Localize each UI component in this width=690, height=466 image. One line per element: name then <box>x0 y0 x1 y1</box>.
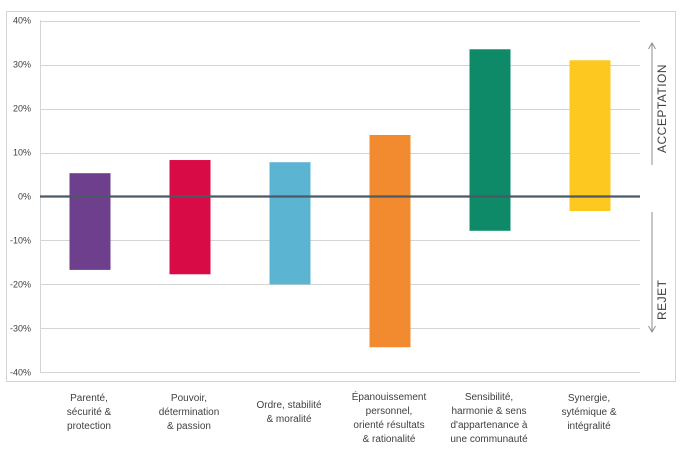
gridlines <box>40 21 640 373</box>
category-label: Ordre, stabilité & moralité <box>239 399 339 427</box>
category-label-line: orienté résultats <box>353 420 425 431</box>
category-label-line: d'appartenance à <box>450 420 528 431</box>
bars <box>69 49 611 348</box>
category-label-line: personnel, <box>365 406 413 417</box>
rejet-arrowhead-icon <box>648 325 656 333</box>
category-label: Parenté, sécurité & protection <box>39 392 139 434</box>
y-tick-label: 10% <box>13 148 31 158</box>
bar-4 <box>369 134 411 348</box>
y-tick-label: 30% <box>13 60 31 70</box>
bar-2 <box>169 160 211 275</box>
y-tick-label: 20% <box>13 104 31 114</box>
category-label-line: Synergie, <box>567 393 611 404</box>
category-label-line: & passion <box>167 421 211 432</box>
rejet-label: REJET <box>655 279 669 320</box>
category-label-line: sécurité & <box>66 407 112 418</box>
category-label-line: harmonie & sens <box>451 406 527 417</box>
category-label-line: sytémique & <box>561 407 617 418</box>
category-label-line: Pouvoir, <box>170 393 208 404</box>
bar-6 <box>569 60 611 212</box>
category-label-line: Épanouissement <box>351 392 427 403</box>
category-label-line: une communauté <box>450 434 528 445</box>
category-label: Pouvoir, détermination & passion <box>139 392 239 434</box>
category-label-line: Sensibilité, <box>464 392 514 403</box>
y-tick-label: -10% <box>10 235 31 245</box>
category-label-line: & moralité <box>266 414 312 425</box>
y-tick-label: -20% <box>10 279 31 289</box>
acceptation-annotation: ACCEPTATION <box>648 42 669 165</box>
bar-1 <box>69 173 111 270</box>
y-tick-labels: 40% 30% 20% 10% 0% -10% -20% -30% -40% <box>10 16 31 378</box>
category-label-line: Parenté, <box>70 393 108 404</box>
category-label-line: intégralité <box>567 421 611 432</box>
category-label-line: Ordre, stabilité <box>256 400 322 411</box>
category-label-line: détermination <box>158 407 220 418</box>
category-label: Sensibilité, harmonie & sens d'appartenanc… <box>439 391 539 447</box>
y-tick-label: -30% <box>10 323 31 333</box>
chart-border <box>6 11 676 382</box>
category-label-line: & rationalité <box>362 434 416 445</box>
category-label: Épanouissement personnel, orienté résultat… <box>339 391 439 447</box>
rejet-annotation: REJET <box>648 212 669 333</box>
bar-3 <box>269 162 311 285</box>
category-label: Synergie, sytémique & intégralité <box>539 392 639 434</box>
y-tick-label: 0% <box>18 192 31 202</box>
y-tick-label: 40% <box>13 16 31 26</box>
category-label-line: protection <box>67 421 111 432</box>
bar-5 <box>469 49 511 231</box>
acceptation-label: ACCEPTATION <box>655 64 669 153</box>
acceptation-arrowhead-icon <box>648 42 656 50</box>
y-tick-label: -40% <box>10 367 31 377</box>
